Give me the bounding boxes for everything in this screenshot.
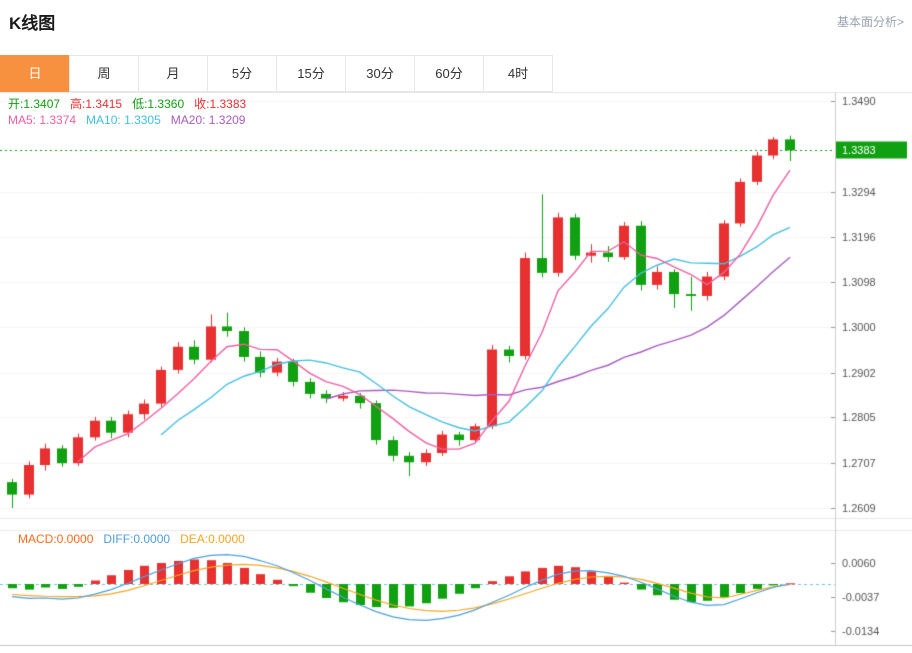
tab-h4[interactable]: 4时 bbox=[483, 55, 553, 92]
tab-week[interactable]: 周 bbox=[69, 55, 139, 92]
header: K线图 基本面分析> bbox=[0, 0, 912, 55]
tab-day[interactable]: 日 bbox=[0, 55, 70, 92]
tab-min60[interactable]: 60分 bbox=[414, 55, 484, 92]
period-tabs: 日周月 5分 15分 30分 60分 4时 bbox=[0, 55, 912, 92]
fundamental-analysis-link[interactable]: 基本面分析> bbox=[836, 15, 904, 29]
tab-month[interactable]: 月 bbox=[138, 55, 208, 92]
tab-min5[interactable]: 5分 bbox=[207, 55, 277, 92]
chart-area: 开:1.3407 高:1.3415 低:1.3360 收:1.3383 MA5: 1.… bbox=[0, 92, 912, 653]
kline-canvas[interactable] bbox=[0, 92, 912, 653]
tab-min30[interactable]: 30分 bbox=[345, 55, 415, 92]
tab-min15[interactable]: 15分 bbox=[276, 55, 346, 92]
page-title: K线图 bbox=[9, 14, 56, 33]
